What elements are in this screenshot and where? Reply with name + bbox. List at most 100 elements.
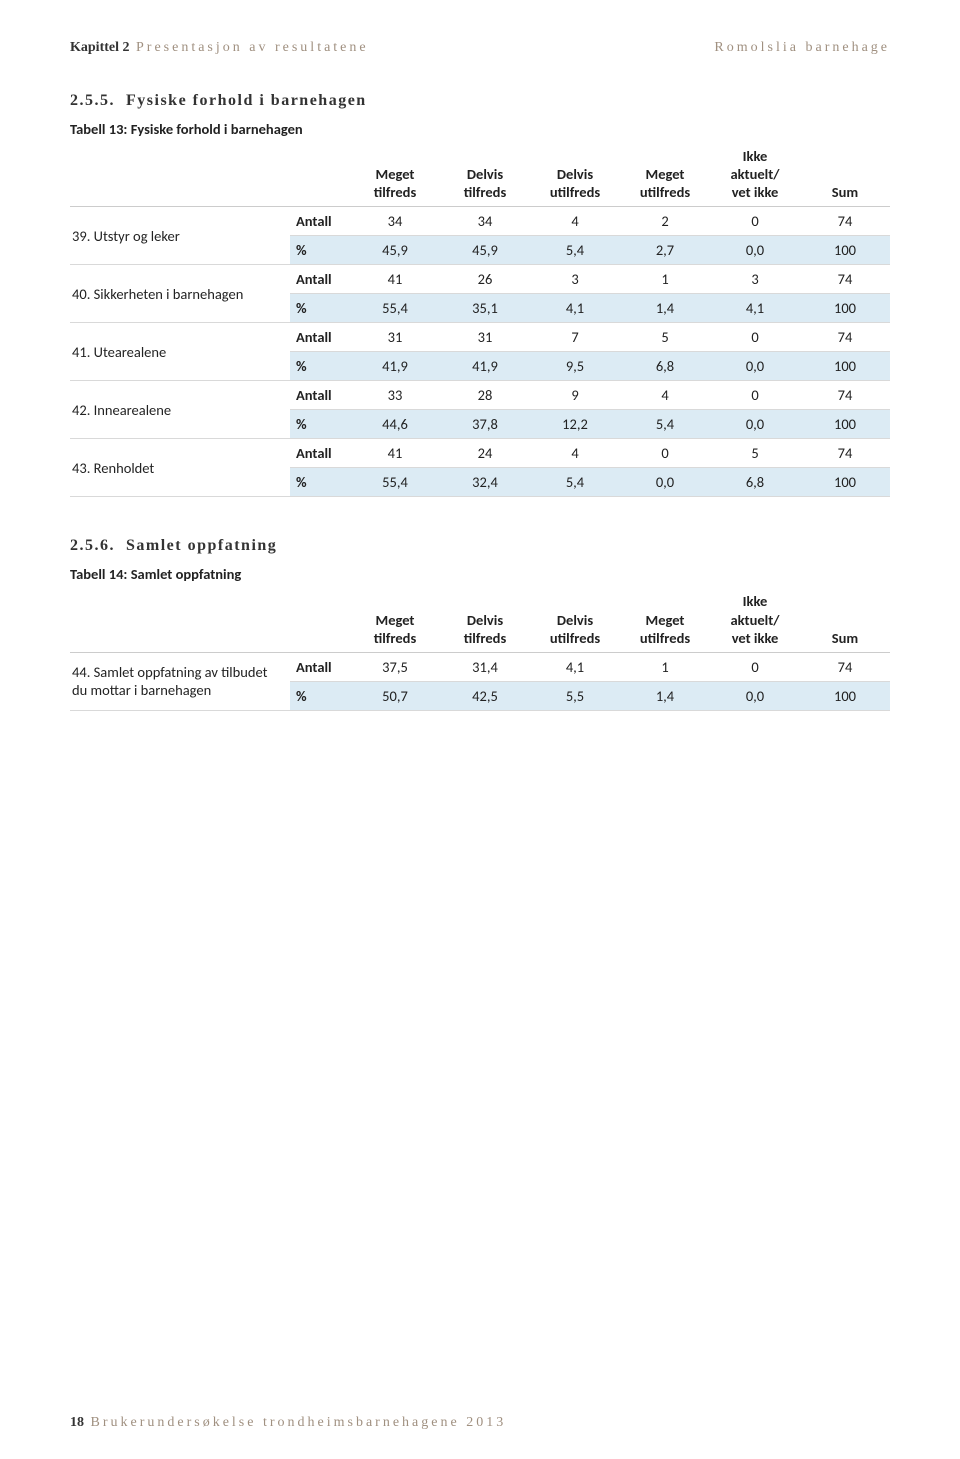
- cell: 74: [800, 381, 890, 410]
- cell: 5: [710, 439, 800, 468]
- measure-pct: %: [290, 681, 350, 710]
- cell: 4: [530, 439, 620, 468]
- cell: 0: [710, 381, 800, 410]
- cell: 9: [530, 381, 620, 410]
- cell: 1,4: [620, 681, 710, 710]
- measure-pct: %: [290, 468, 350, 497]
- cell: 7: [530, 323, 620, 352]
- col-ikke-aktuelt: Ikke aktuelt/ vet ikke: [710, 587, 800, 652]
- cell: 0,0: [710, 410, 800, 439]
- cell: 31: [350, 323, 440, 352]
- cell: 6,8: [620, 352, 710, 381]
- measure-antall: Antall: [290, 439, 350, 468]
- cell: 74: [800, 323, 890, 352]
- measure-antall: Antall: [290, 323, 350, 352]
- cell: 100: [800, 468, 890, 497]
- col-delvis-utilfreds: Delvis utilfreds: [530, 142, 620, 207]
- cell: 5,4: [530, 236, 620, 265]
- cell: 74: [800, 652, 890, 681]
- cell: 0,0: [710, 681, 800, 710]
- table-13: Meget tilfreds Delvis tilfreds Delvis ut…: [70, 142, 890, 497]
- row-label: 44. Samlet oppfatning av tilbudet du mot…: [70, 652, 290, 710]
- cell: 0,0: [710, 236, 800, 265]
- measure-antall: Antall: [290, 265, 350, 294]
- header-left: Kapittel 2 Presentasjon av resultatene: [70, 40, 369, 56]
- cell: 3: [710, 265, 800, 294]
- chapter-strong: Kapittel 2: [70, 40, 130, 55]
- measure-pct: %: [290, 410, 350, 439]
- col-meget-tilfreds: Meget tilfreds: [350, 142, 440, 207]
- col-delvis-utilfreds: Delvis utilfreds: [530, 587, 620, 652]
- chapter-rest: Presentasjon av resultatene: [136, 40, 369, 55]
- cell: 0: [620, 439, 710, 468]
- cell: 33: [350, 381, 440, 410]
- cell: 2,7: [620, 236, 710, 265]
- cell: 28: [440, 381, 530, 410]
- cell: 1: [620, 652, 710, 681]
- cell: 44,6: [350, 410, 440, 439]
- col-meget-utilfreds: Meget utilfreds: [620, 142, 710, 207]
- cell: 41: [350, 265, 440, 294]
- table-row: 40. Sikkerheten i barnehagen Antall 41 2…: [70, 265, 890, 294]
- cell: 4: [530, 207, 620, 236]
- cell: 100: [800, 352, 890, 381]
- section-num: 2.5.5.: [70, 92, 115, 109]
- col-empty: [70, 142, 290, 207]
- cell: 50,7: [350, 681, 440, 710]
- cell: 12,2: [530, 410, 620, 439]
- cell: 42,5: [440, 681, 530, 710]
- col-empty2: [290, 587, 350, 652]
- table-row: 44. Samlet oppfatning av tilbudet du mot…: [70, 652, 890, 681]
- row-label: 40. Sikkerheten i barnehagen: [70, 265, 290, 323]
- measure-pct: %: [290, 294, 350, 323]
- cell: 1,4: [620, 294, 710, 323]
- cell: 41,9: [440, 352, 530, 381]
- cell: 5,4: [530, 468, 620, 497]
- cell: 37,8: [440, 410, 530, 439]
- cell: 0: [710, 207, 800, 236]
- table-row: 42. Innearealene Antall 33 28 9 4 0 74: [70, 381, 890, 410]
- cell: 6,8: [710, 468, 800, 497]
- cell: 24: [440, 439, 530, 468]
- table-14: Meget tilfreds Delvis tilfreds Delvis ut…: [70, 587, 890, 710]
- cell: 5,5: [530, 681, 620, 710]
- row-label: 43. Renholdet: [70, 439, 290, 497]
- table-header-row: Meget tilfreds Delvis tilfreds Delvis ut…: [70, 142, 890, 207]
- section-255-heading: 2.5.5. Fysiske forhold i barnehagen: [70, 92, 890, 110]
- cell: 4,1: [530, 652, 620, 681]
- cell: 0,0: [620, 468, 710, 497]
- page-number: 18: [70, 1415, 84, 1430]
- measure-antall: Antall: [290, 381, 350, 410]
- cell: 1: [620, 265, 710, 294]
- table13-caption: Tabell 13: Fysiske forhold i barnehagen: [70, 120, 890, 138]
- row-label: 39. Utstyr og leker: [70, 207, 290, 265]
- cell: 0: [710, 323, 800, 352]
- cell: 100: [800, 410, 890, 439]
- section-title: Samlet oppfatning: [126, 537, 277, 554]
- measure-antall: Antall: [290, 652, 350, 681]
- col-meget-utilfreds: Meget utilfreds: [620, 587, 710, 652]
- cell: 5: [620, 323, 710, 352]
- table-header-row: Meget tilfreds Delvis tilfreds Delvis ut…: [70, 587, 890, 652]
- header-right: Romolslia barnehage: [714, 40, 890, 56]
- cell: 45,9: [440, 236, 530, 265]
- cell: 5,4: [620, 410, 710, 439]
- table-row: 43. Renholdet Antall 41 24 4 0 5 74: [70, 439, 890, 468]
- cell: 0: [710, 652, 800, 681]
- cell: 4: [620, 381, 710, 410]
- col-sum: Sum: [800, 587, 890, 652]
- cell: 55,4: [350, 468, 440, 497]
- page-header: Kapittel 2 Presentasjon av resultatene R…: [70, 40, 890, 56]
- cell: 55,4: [350, 294, 440, 323]
- cell: 4,1: [530, 294, 620, 323]
- cell: 74: [800, 265, 890, 294]
- cell: 34: [440, 207, 530, 236]
- table-row: 39. Utstyr og leker Antall 34 34 4 2 0 7…: [70, 207, 890, 236]
- cell: 41: [350, 439, 440, 468]
- measure-antall: Antall: [290, 207, 350, 236]
- measure-pct: %: [290, 352, 350, 381]
- cell: 100: [800, 236, 890, 265]
- cell: 35,1: [440, 294, 530, 323]
- cell: 45,9: [350, 236, 440, 265]
- col-empty: [70, 587, 290, 652]
